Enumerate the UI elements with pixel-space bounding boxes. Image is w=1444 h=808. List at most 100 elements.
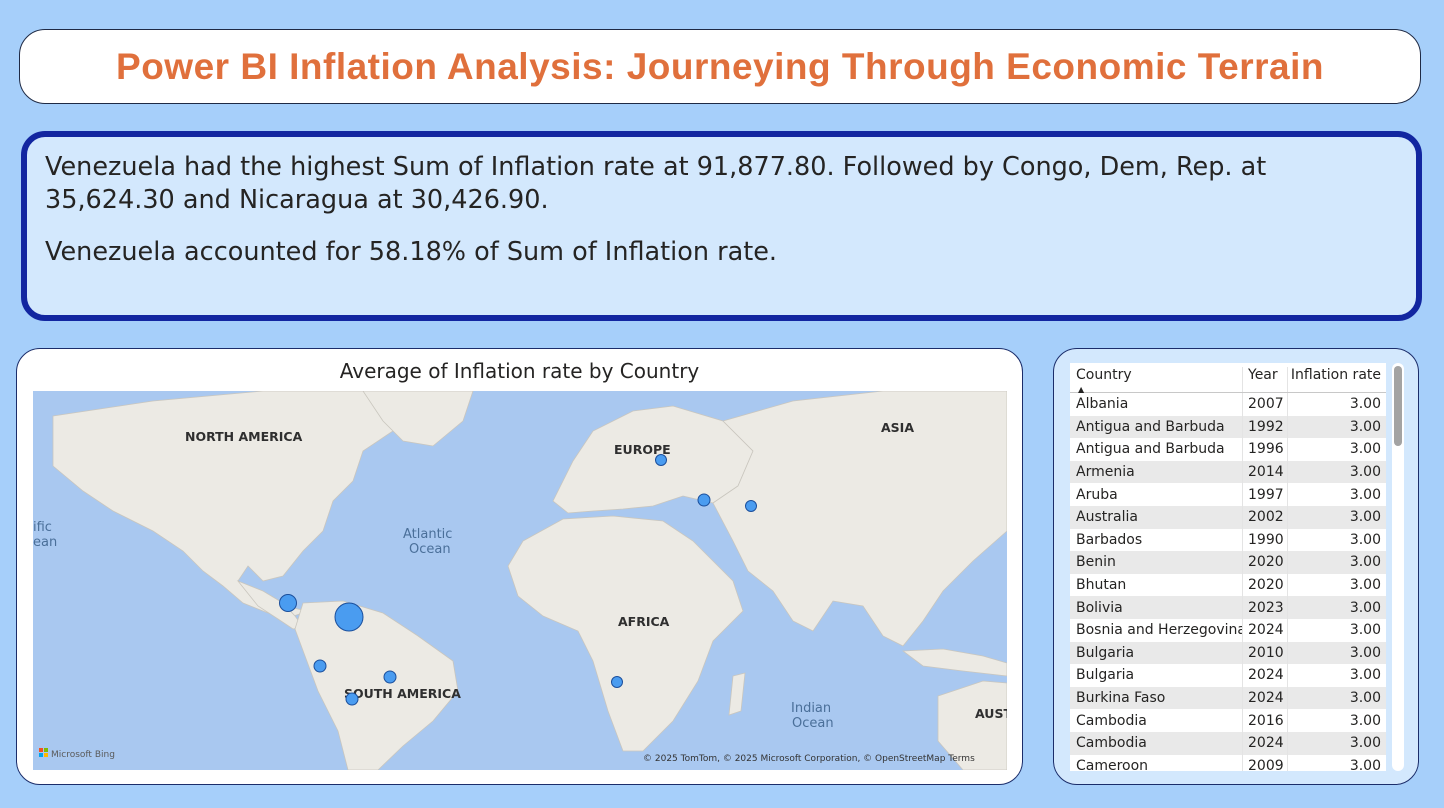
cell-year: 1997 [1243,483,1288,506]
table-body: Albania 2007 3.00 Antigua and Barbuda 1992 3.… [1070,393,1386,771]
table-visual-card[interactable]: Country Year Inflation rate ▲ Albania 200… [1053,348,1419,785]
cell-inflation-rate: 3.00 [1349,622,1381,639]
cell-year: 2020 [1243,573,1288,597]
bubble-point[interactable] [745,500,757,512]
header-country[interactable]: Country [1070,367,1243,392]
cell-inflation-rate: 3.00 [1349,464,1381,481]
cell-country: Bhutan [1070,573,1243,597]
label-indian-1: Indian [791,701,831,716]
header-year[interactable]: Year [1243,367,1288,392]
cell-country: Bosnia and Herzegovina [1070,618,1243,642]
sort-ascending-icon[interactable]: ▲ [1078,385,1085,394]
table-row[interactable]: Bolivia 2023 3.00 [1070,596,1386,619]
cell-year: 2020 [1243,551,1288,574]
map-canvas[interactable]: NORTH AMERICA EUROPE ASIA AFRICA SOUTH A… [33,391,1007,770]
cell-inflation-rate: 3.00 [1349,667,1381,684]
bubble-point[interactable] [655,454,667,466]
cell-country: Armenia [1070,460,1243,484]
label-asia: ASIA [881,420,914,435]
cell-year: 2016 [1243,709,1288,732]
cell-inflation-rate: 3.00 [1349,441,1381,458]
map-title: Average of Inflation rate by Country [339,359,700,383]
cell-country: Burkina Faso [1070,686,1243,710]
land-australia [937,680,1007,770]
table-row[interactable]: Bulgaria 2024 3.00 [1070,664,1386,687]
bing-logo-text: Microsoft Bing [51,750,115,760]
cell-year: 2024 [1243,731,1288,755]
cell-year: 2024 [1243,664,1288,687]
table-row[interactable]: Barbados 1990 3.00 [1070,528,1386,552]
bubble-point[interactable] [279,594,297,612]
cell-country: Antigua and Barbuda [1070,438,1243,461]
table-row[interactable]: Albania 2007 3.00 [1070,393,1386,416]
table-row[interactable]: Bhutan 2020 3.00 [1070,573,1386,597]
table-row[interactable]: Bulgaria 2010 3.00 [1070,641,1386,665]
narrative-line-2: Venezuela accounted for 58.18% of Sum of… [45,237,778,267]
cell-inflation-rate: 3.00 [1349,757,1381,771]
table-scrollbar[interactable] [1392,363,1404,771]
table-row[interactable]: Antigua and Barbuda 1996 3.00 [1070,438,1386,461]
label-indian-2: Ocean [792,716,834,731]
bubble-point-venezuela[interactable] [334,602,364,632]
narrative-line-1: Venezuela had the highest Sum of Inflati… [45,152,1267,215]
cell-country: Australia [1070,505,1243,529]
bubble-point[interactable] [313,659,327,673]
cell-year: 2023 [1243,596,1288,619]
bubble-point[interactable] [611,676,623,688]
table-row[interactable]: Aruba 1997 3.00 [1070,483,1386,506]
cell-inflation-rate: 3.00 [1349,554,1381,571]
cell-inflation-rate: 3.00 [1349,712,1381,729]
smart-narrative-card: Venezuela had the highest Sum of Inflati… [21,131,1422,321]
cell-inflation-rate: 3.00 [1349,509,1381,526]
cell-country: Cameroon [1070,754,1243,771]
data-table[interactable]: Country Year Inflation rate ▲ Albania 200… [1070,363,1386,771]
cell-year: 2007 [1243,393,1288,416]
bubble-point[interactable] [383,670,397,684]
table-row[interactable]: Cambodia 2016 3.00 [1070,709,1386,732]
label-atlantic-1: Atlantic [403,527,452,542]
cell-year: 2002 [1243,505,1288,529]
cell-inflation-rate: 3.00 [1349,577,1381,594]
table-row[interactable]: Armenia 2014 3.00 [1070,460,1386,484]
cell-year: 1992 [1243,415,1288,439]
cell-inflation-rate: 3.00 [1349,735,1381,752]
cell-country: Bulgaria [1070,641,1243,665]
label-north-america: NORTH AMERICA [185,429,303,444]
map-visual-card[interactable]: Average of Inflation rate by Country [16,348,1023,785]
table-row[interactable]: Australia 2002 3.00 [1070,505,1386,529]
cell-inflation-rate: 3.00 [1349,599,1381,616]
cell-inflation-rate: 3.00 [1349,531,1381,548]
cell-country: Albania [1070,393,1243,416]
label-australia-partial: AUST [975,706,1007,721]
cell-year: 1990 [1243,528,1288,552]
land-madagascar [728,672,746,716]
cell-inflation-rate: 3.00 [1349,644,1381,661]
label-pacific-2: ean [33,535,57,550]
world-map[interactable]: NORTH AMERICA EUROPE ASIA AFRICA SOUTH A… [33,391,1007,770]
table-row[interactable]: Antigua and Barbuda 1992 3.00 [1070,415,1386,439]
cell-country: Bulgaria [1070,664,1243,687]
title-card: Power BI Inflation Analysis: Journeying … [19,29,1421,104]
cell-inflation-rate: 3.00 [1349,396,1381,413]
label-europe: EUROPE [614,442,671,457]
table-row[interactable]: Benin 2020 3.00 [1070,551,1386,574]
map-attribution[interactable]: © 2025 TomTom, © 2025 Microsoft Corporat… [643,754,975,764]
table-row[interactable]: Cambodia 2024 3.00 [1070,731,1386,755]
cell-inflation-rate: 3.00 [1349,418,1381,435]
land-asia [712,391,1007,647]
land-greenland [362,391,474,447]
land-africa [507,515,744,752]
header-inflation-rate[interactable]: Inflation rate [1290,367,1381,383]
table-row[interactable]: Cameroon 2009 3.00 [1070,754,1386,771]
cell-year: 2024 [1243,686,1288,710]
cell-country: Aruba [1070,483,1243,506]
cell-country: Barbados [1070,528,1243,552]
bing-logo: Microsoft Bing [39,748,115,760]
scrollbar-thumb[interactable] [1394,366,1402,446]
bubble-point[interactable] [345,692,359,706]
page-title: Power BI Inflation Analysis: Journeying … [116,45,1324,87]
bubble-point[interactable] [697,493,711,507]
table-row[interactable]: Burkina Faso 2024 3.00 [1070,686,1386,710]
table-row[interactable]: Bosnia and Herzegovina 2024 3.00 [1070,618,1386,642]
cell-inflation-rate: 3.00 [1349,690,1381,707]
